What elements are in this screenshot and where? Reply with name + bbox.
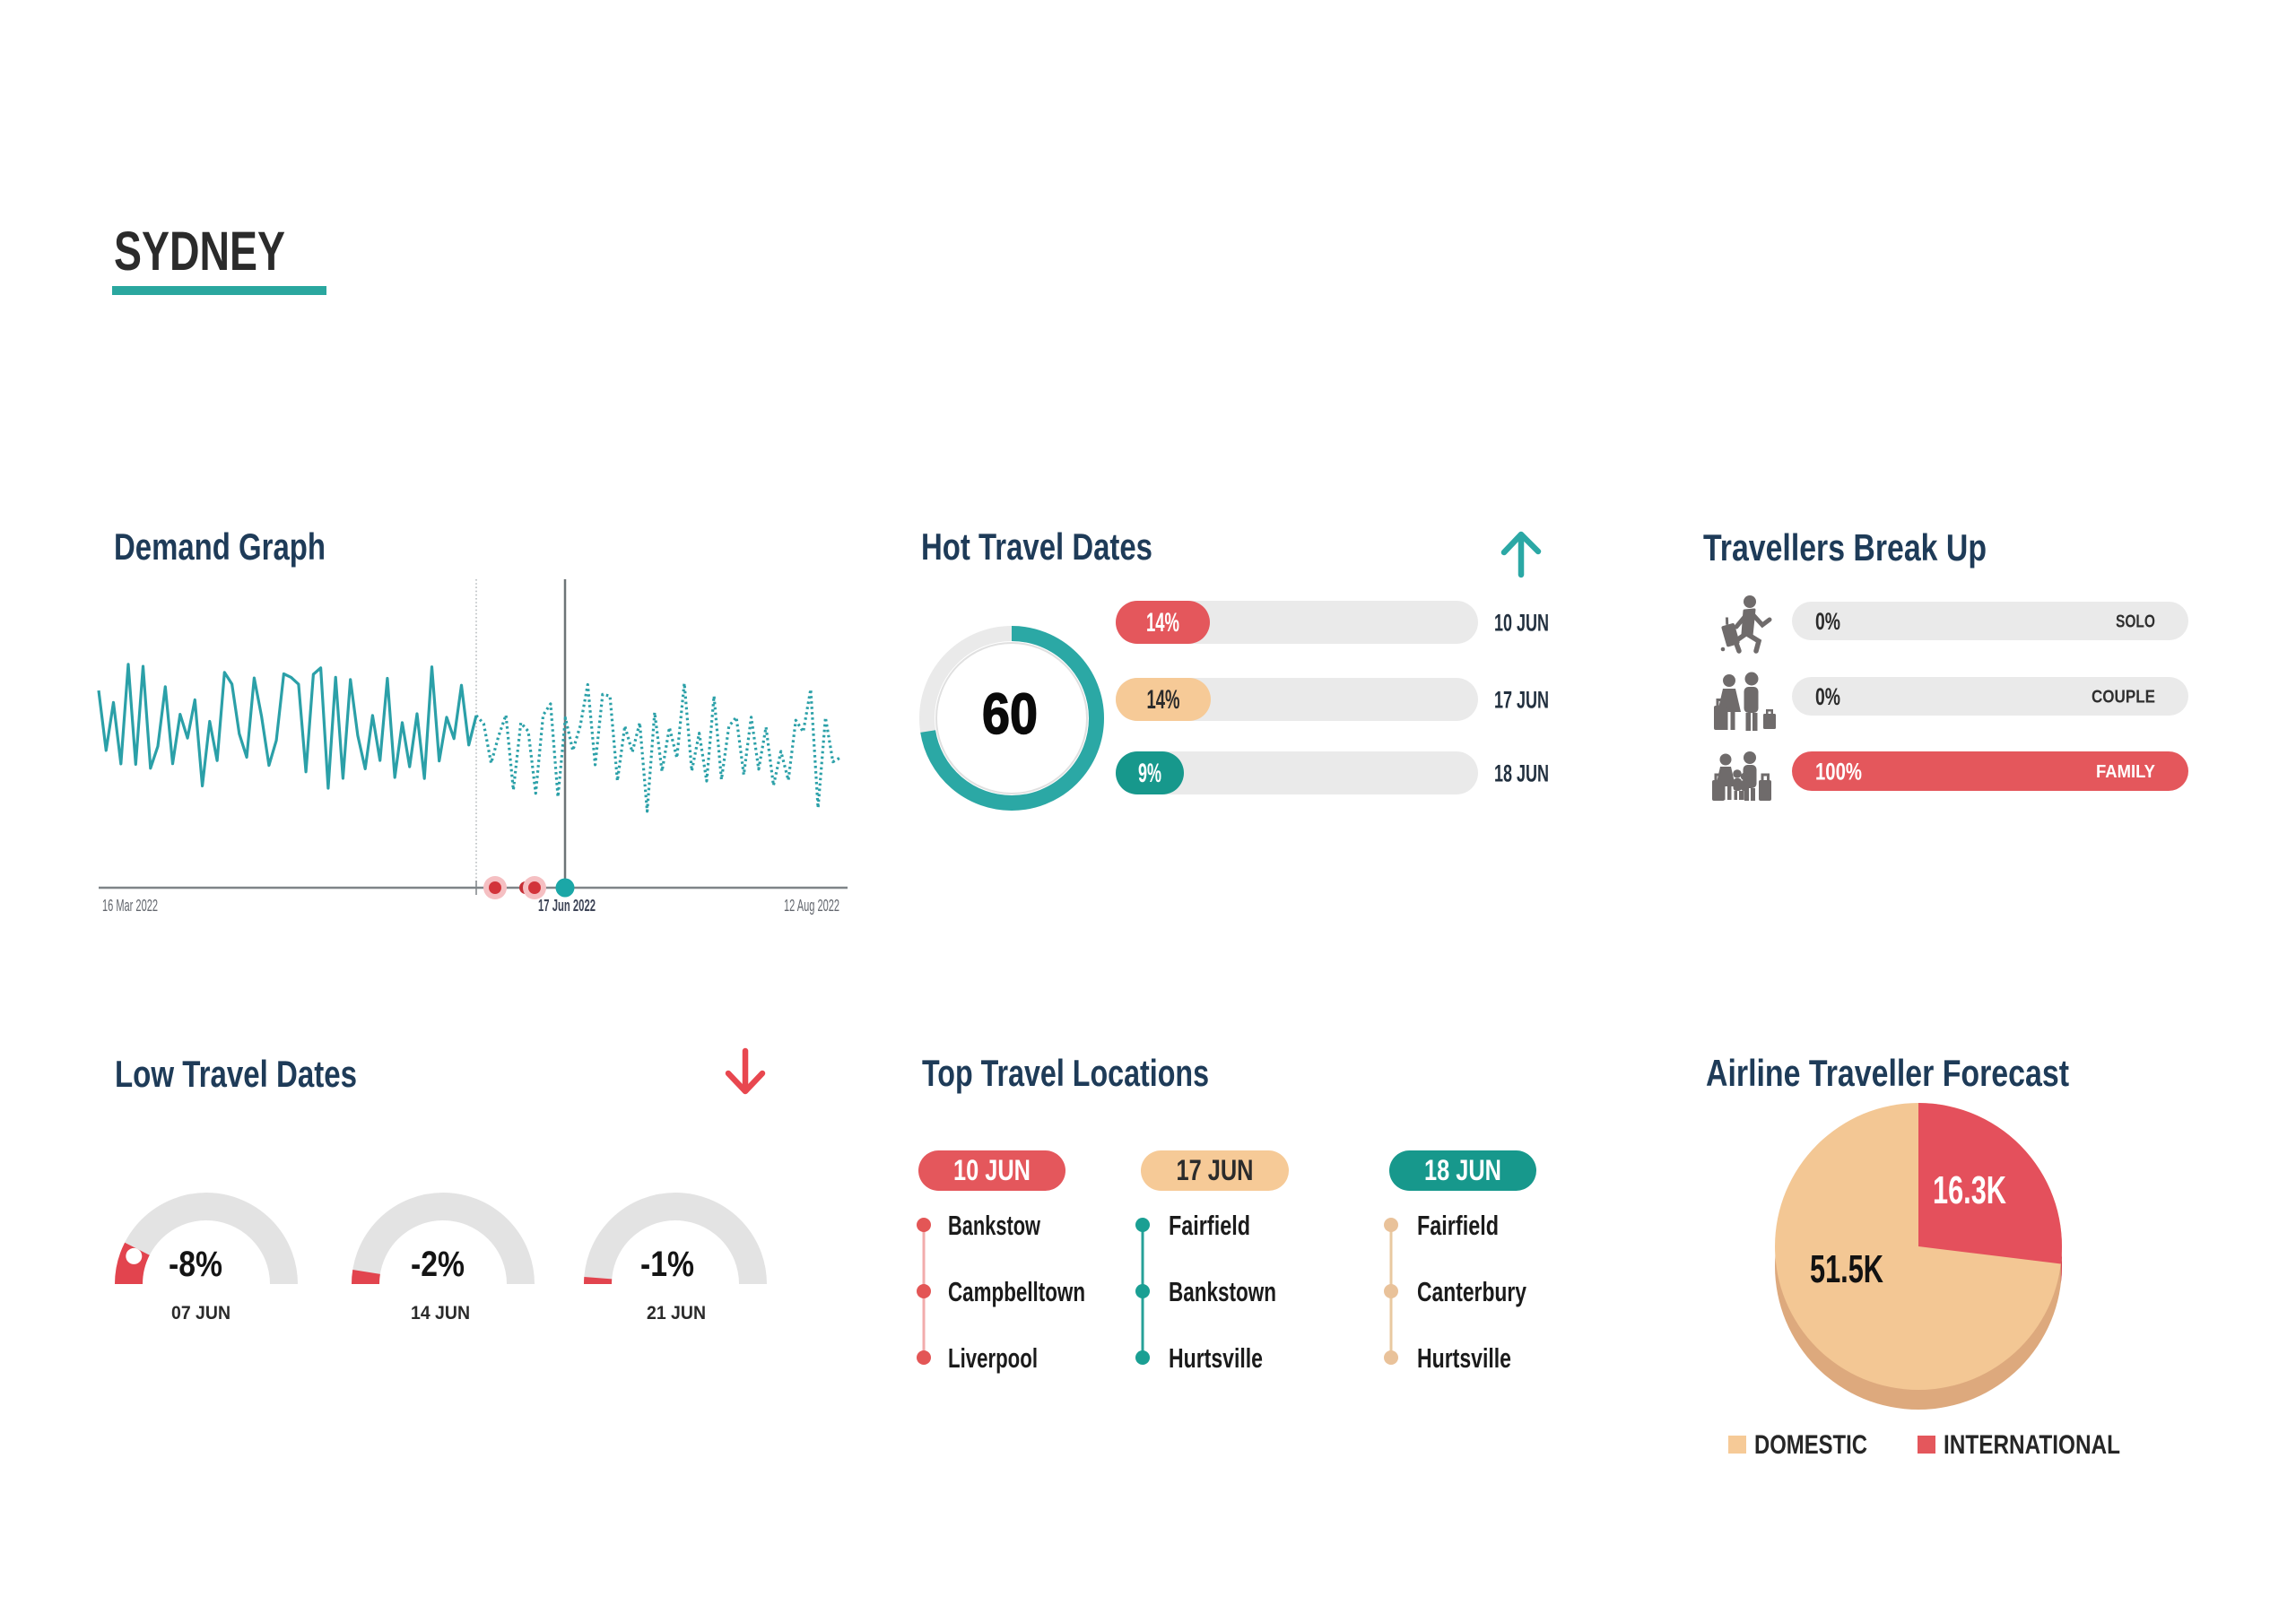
svg-text:0%: 0% [1815, 608, 1840, 635]
svg-text:12 Aug 2022: 12 Aug 2022 [784, 897, 839, 915]
svg-text:Campbelltown: Campbelltown [948, 1276, 1085, 1307]
svg-text:-2%: -2% [411, 1245, 465, 1284]
svg-text:14%: 14% [1146, 608, 1179, 638]
svg-text:INTERNATIONAL: INTERNATIONAL [1944, 1430, 2120, 1460]
svg-text:SOLO: SOLO [2116, 612, 2155, 632]
svg-text:14%: 14% [1147, 685, 1180, 715]
svg-text:21 JUN: 21 JUN [647, 1303, 706, 1324]
svg-text:Fairfield: Fairfield [1417, 1210, 1499, 1241]
svg-text:Hot Travel Dates: Hot Travel Dates [921, 525, 1152, 568]
svg-text:Travellers Break Up: Travellers Break Up [1703, 526, 1987, 568]
svg-text:17 Jun 2022: 17 Jun 2022 [538, 897, 596, 915]
svg-text:-1%: -1% [640, 1245, 694, 1284]
svg-text:Top Travel Locations: Top Travel Locations [922, 1052, 1209, 1094]
svg-text:-8%: -8% [169, 1245, 222, 1284]
svg-text:COUPLE: COUPLE [2092, 688, 2155, 707]
svg-text:Hurtsville: Hurtsville [1169, 1342, 1263, 1374]
svg-text:Liverpool: Liverpool [948, 1342, 1038, 1374]
svg-text:18 JUN: 18 JUN [1424, 1154, 1501, 1186]
svg-text:Bankstown: Bankstown [1169, 1276, 1276, 1307]
svg-text:18 JUN: 18 JUN [1494, 760, 1549, 787]
svg-text:10 JUN: 10 JUN [953, 1154, 1031, 1186]
svg-text:16 Mar 2022: 16 Mar 2022 [102, 897, 158, 915]
svg-text:07 JUN: 07 JUN [171, 1303, 230, 1324]
svg-text:51.5K: 51.5K [1810, 1247, 1883, 1291]
svg-text:FAMILY: FAMILY [2096, 762, 2156, 782]
svg-text:Low Travel Dates: Low Travel Dates [115, 1053, 357, 1095]
svg-text:Bankstow: Bankstow [948, 1210, 1041, 1241]
svg-text:10 JUN: 10 JUN [1494, 610, 1549, 637]
svg-text:14 JUN: 14 JUN [411, 1303, 470, 1324]
svg-text:9%: 9% [1138, 759, 1161, 788]
svg-text:DOMESTIC: DOMESTIC [1754, 1430, 1867, 1460]
svg-text:SYDNEY: SYDNEY [114, 221, 285, 282]
svg-text:100%: 100% [1815, 759, 1862, 785]
svg-text:Airline Traveller Forecast: Airline Traveller Forecast [1706, 1052, 2069, 1094]
svg-text:0%: 0% [1815, 683, 1840, 710]
svg-text:16.3K: 16.3K [1933, 1168, 2006, 1212]
svg-text:17 JUN: 17 JUN [1494, 687, 1549, 714]
svg-text:60: 60 [982, 681, 1038, 746]
svg-text:Demand Graph: Demand Graph [114, 525, 326, 568]
svg-text:17 JUN: 17 JUN [1177, 1154, 1254, 1186]
svg-text:Hurtsville: Hurtsville [1417, 1342, 1511, 1374]
svg-text:Canterbury: Canterbury [1417, 1276, 1527, 1307]
svg-text:Fairfield: Fairfield [1169, 1210, 1250, 1241]
